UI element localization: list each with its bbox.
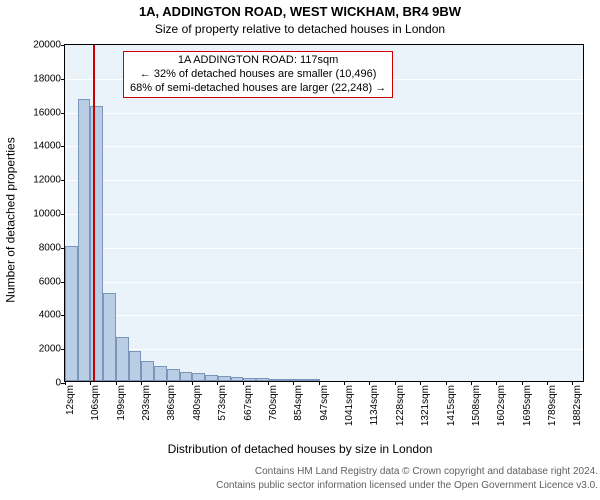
ytick-label: 8000 — [39, 242, 61, 253]
ytick-label: 2000 — [39, 344, 61, 355]
histogram-bar — [231, 377, 244, 381]
ytick-label: 18000 — [33, 73, 61, 84]
xtick-label: 293sqm — [141, 385, 152, 421]
ytick-label: 14000 — [33, 141, 61, 152]
ytick-label: 6000 — [39, 276, 61, 287]
xtick-label: 760sqm — [268, 385, 279, 421]
xtick-label: 1228sqm — [395, 385, 406, 426]
marker-line — [93, 45, 95, 381]
xtick-label: 854sqm — [293, 385, 304, 421]
histogram-bar — [154, 366, 167, 381]
plot-area: 0200040006000800010000120001400016000180… — [64, 44, 584, 382]
histogram-bar — [90, 106, 103, 381]
ytick-mark — [61, 214, 65, 215]
gridline — [65, 180, 583, 181]
histogram-bar — [65, 246, 78, 381]
annotation-line: ← 32% of detached houses are smaller (10… — [130, 68, 386, 82]
histogram-bar — [243, 378, 256, 381]
gridline — [65, 349, 583, 350]
chart-title-main: 1A, ADDINGTON ROAD, WEST WICKHAM, BR4 9B… — [0, 4, 600, 19]
ytick-label: 4000 — [39, 310, 61, 321]
xtick-label: 1041sqm — [344, 385, 355, 426]
histogram-bar — [294, 379, 307, 381]
ytick-label: 20000 — [33, 40, 61, 51]
gridline — [65, 282, 583, 283]
xtick-label: 1882sqm — [572, 385, 583, 426]
annotation-line: 1A ADDINGTON ROAD: 117sqm — [130, 54, 386, 68]
annotation-line: 68% of semi-detached houses are larger (… — [130, 82, 386, 96]
annotation-box: 1A ADDINGTON ROAD: 117sqm← 32% of detach… — [123, 51, 393, 98]
xtick-label: 199sqm — [116, 385, 127, 421]
gridline — [65, 146, 583, 147]
histogram-bar — [205, 375, 218, 381]
ytick-mark — [61, 45, 65, 46]
gridline — [65, 315, 583, 316]
footer-line-2: Contains public sector information licen… — [0, 480, 600, 491]
xtick-label: 1321sqm — [420, 385, 431, 426]
histogram-bar — [141, 361, 154, 381]
histogram-bar — [180, 372, 193, 381]
xtick-label: 1508sqm — [471, 385, 482, 426]
histogram-bar — [78, 99, 91, 381]
chart-frame: { "title_main": "1A, ADDINGTON ROAD, WES… — [0, 0, 600, 500]
ytick-mark — [61, 113, 65, 114]
histogram-bar — [192, 373, 205, 381]
xtick-label: 1134sqm — [369, 385, 380, 425]
gridline — [65, 248, 583, 249]
xtick-label: 1789sqm — [547, 385, 558, 426]
xtick-label: 1602sqm — [496, 385, 507, 426]
y-axis-label-text: Number of detached properties — [4, 137, 18, 302]
gridline — [65, 214, 583, 215]
xtick-label: 386sqm — [166, 385, 177, 421]
ytick-label: 10000 — [33, 209, 61, 220]
histogram-bar — [103, 293, 116, 381]
xtick-label: 106sqm — [90, 385, 101, 421]
xtick-label: 1695sqm — [522, 385, 533, 426]
ytick-label: 12000 — [33, 175, 61, 186]
histogram-bar — [269, 379, 282, 381]
ytick-mark — [61, 180, 65, 181]
xtick-label: 12sqm — [65, 385, 76, 415]
chart-title-sub: Size of property relative to detached ho… — [0, 22, 600, 36]
footer-line-1: Contains HM Land Registry data © Crown c… — [0, 466, 600, 477]
histogram-bar — [116, 337, 129, 381]
xtick-label: 947sqm — [319, 385, 330, 421]
ytick-label: 16000 — [33, 107, 61, 118]
ytick-label: 0 — [55, 378, 61, 389]
x-axis-label: Distribution of detached houses by size … — [0, 442, 600, 456]
ytick-mark — [61, 79, 65, 80]
xtick-label: 1415sqm — [446, 385, 457, 426]
ytick-mark — [61, 146, 65, 147]
xtick-label: 573sqm — [217, 385, 228, 421]
y-axis-label: Number of detached properties — [2, 0, 20, 440]
xtick-label: 667sqm — [243, 385, 254, 421]
histogram-bar — [218, 376, 231, 381]
xtick-label: 480sqm — [192, 385, 203, 421]
gridline — [65, 113, 583, 114]
histogram-bar — [129, 351, 142, 381]
histogram-bar — [167, 369, 180, 381]
